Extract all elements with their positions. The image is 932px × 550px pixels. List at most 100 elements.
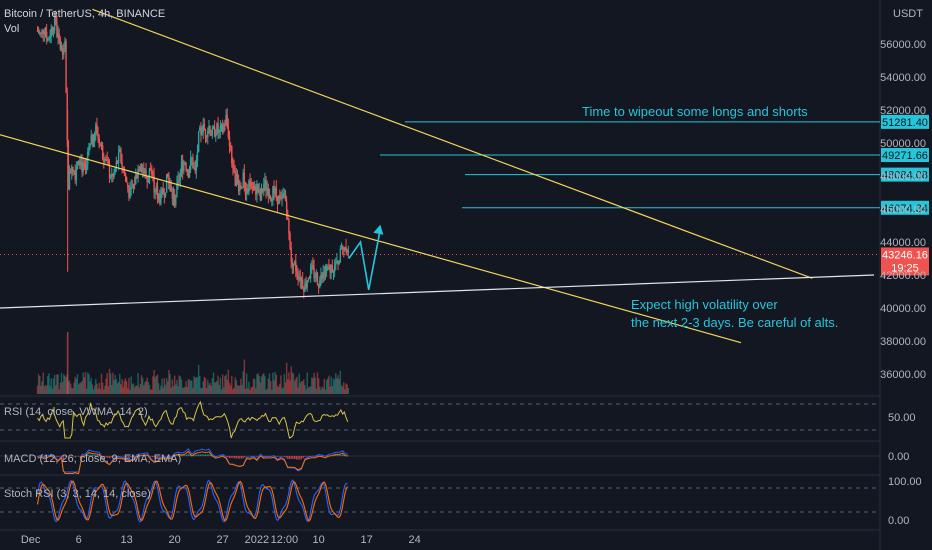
candle-body (277, 195, 280, 205)
macd-histogram-bar (158, 456, 160, 457)
candle-body (135, 174, 137, 185)
candle-body (241, 186, 243, 188)
volume-bar (304, 385, 306, 394)
volume-bar (280, 375, 282, 394)
candle-body (217, 123, 219, 133)
volume-bar (186, 386, 188, 394)
volume-bar (168, 369, 170, 394)
candle-body (284, 192, 287, 201)
macd-histogram-bar (282, 456, 284, 457)
candle-body (209, 126, 211, 135)
candle-body (343, 247, 345, 251)
candle-body (223, 124, 225, 133)
macd-histogram-bar (88, 454, 90, 456)
volume-bar (317, 378, 320, 394)
candle-body (149, 168, 152, 170)
candle-body (289, 233, 291, 249)
macd-histogram-bar (107, 456, 109, 458)
candle-body (322, 272, 324, 279)
candle-body (93, 133, 96, 142)
volume-bar (293, 380, 296, 394)
price-tick-label: 56000.00 (880, 39, 926, 51)
stoch-d-line (36, 480, 348, 522)
macd-histogram-bar (79, 456, 81, 459)
volume-bar (274, 372, 276, 394)
level-tag-label: 51281.40 (882, 117, 928, 129)
volume-bar (89, 381, 91, 394)
volume-bar (87, 372, 89, 394)
volume-bar (61, 382, 64, 394)
candle-body (127, 182, 129, 188)
volume-bar (114, 375, 116, 394)
candle-body (212, 126, 215, 129)
macd-histogram-bar (215, 456, 217, 457)
volume-bar (106, 372, 108, 394)
candle-body (131, 187, 134, 189)
candle-body (111, 174, 113, 177)
candle-body (264, 180, 266, 185)
volume-bar (144, 382, 146, 394)
volume-bar (319, 386, 321, 394)
candle-body (224, 124, 226, 126)
candle-body (245, 188, 248, 195)
time-tick-label: 17 (361, 534, 373, 546)
macd-histogram-bar (288, 456, 291, 459)
volume-bar (137, 373, 139, 394)
currency-label: USDT (893, 8, 923, 20)
macd-histogram-bar (122, 456, 124, 457)
macd-histogram-bar (184, 455, 186, 456)
candle-body (183, 163, 185, 172)
volume-bar (325, 380, 328, 394)
macd-histogram-bar (127, 456, 129, 457)
candle-body (69, 172, 72, 174)
candle-body (234, 171, 236, 186)
volume-bar (249, 389, 251, 394)
volume-bar (73, 382, 75, 394)
volume-bar (269, 380, 272, 394)
candle-body (255, 185, 257, 195)
candle-body (195, 161, 198, 172)
price-tick-label: 38000.00 (880, 336, 926, 348)
candle-body (288, 218, 290, 234)
macd-histogram-bar (283, 456, 285, 457)
macd-histogram-bar (59, 456, 61, 457)
grid (0, 0, 881, 550)
volume-bar (109, 373, 112, 394)
candle-body (272, 186, 274, 201)
volume-bar (193, 375, 195, 394)
volume-bar (300, 380, 303, 394)
volume-bar (239, 385, 241, 394)
candle-body (220, 124, 223, 126)
candle-body (130, 187, 132, 189)
candle-body (329, 269, 331, 273)
candle-body (72, 166, 74, 172)
candle-body (119, 149, 121, 152)
candle-body (181, 161, 184, 172)
volume-bar (346, 384, 348, 394)
volume-bar (265, 389, 267, 394)
volume-bar (152, 376, 154, 394)
macd-histogram-bar (199, 454, 201, 456)
candle-body (77, 160, 80, 165)
candle-body (297, 274, 299, 280)
candle-body (49, 36, 51, 40)
candle-body (99, 145, 102, 147)
candle-body (292, 263, 295, 267)
candle-body (80, 161, 82, 166)
volume-bar (37, 374, 40, 394)
candle-body (175, 197, 177, 206)
candle-body (143, 168, 145, 174)
candle-body (291, 261, 294, 267)
candle-body (123, 168, 126, 175)
volume-bar (332, 378, 335, 394)
candle-body (92, 141, 95, 143)
candle-body (44, 31, 47, 33)
candle-body (257, 184, 259, 193)
candle-body (247, 188, 249, 193)
candle-body (48, 39, 50, 41)
macd-histogram-bar (67, 456, 69, 457)
volume-bar (225, 374, 227, 394)
volume-bar (298, 373, 300, 394)
macd-histogram-bar (156, 456, 159, 458)
volume-bar (257, 373, 259, 394)
